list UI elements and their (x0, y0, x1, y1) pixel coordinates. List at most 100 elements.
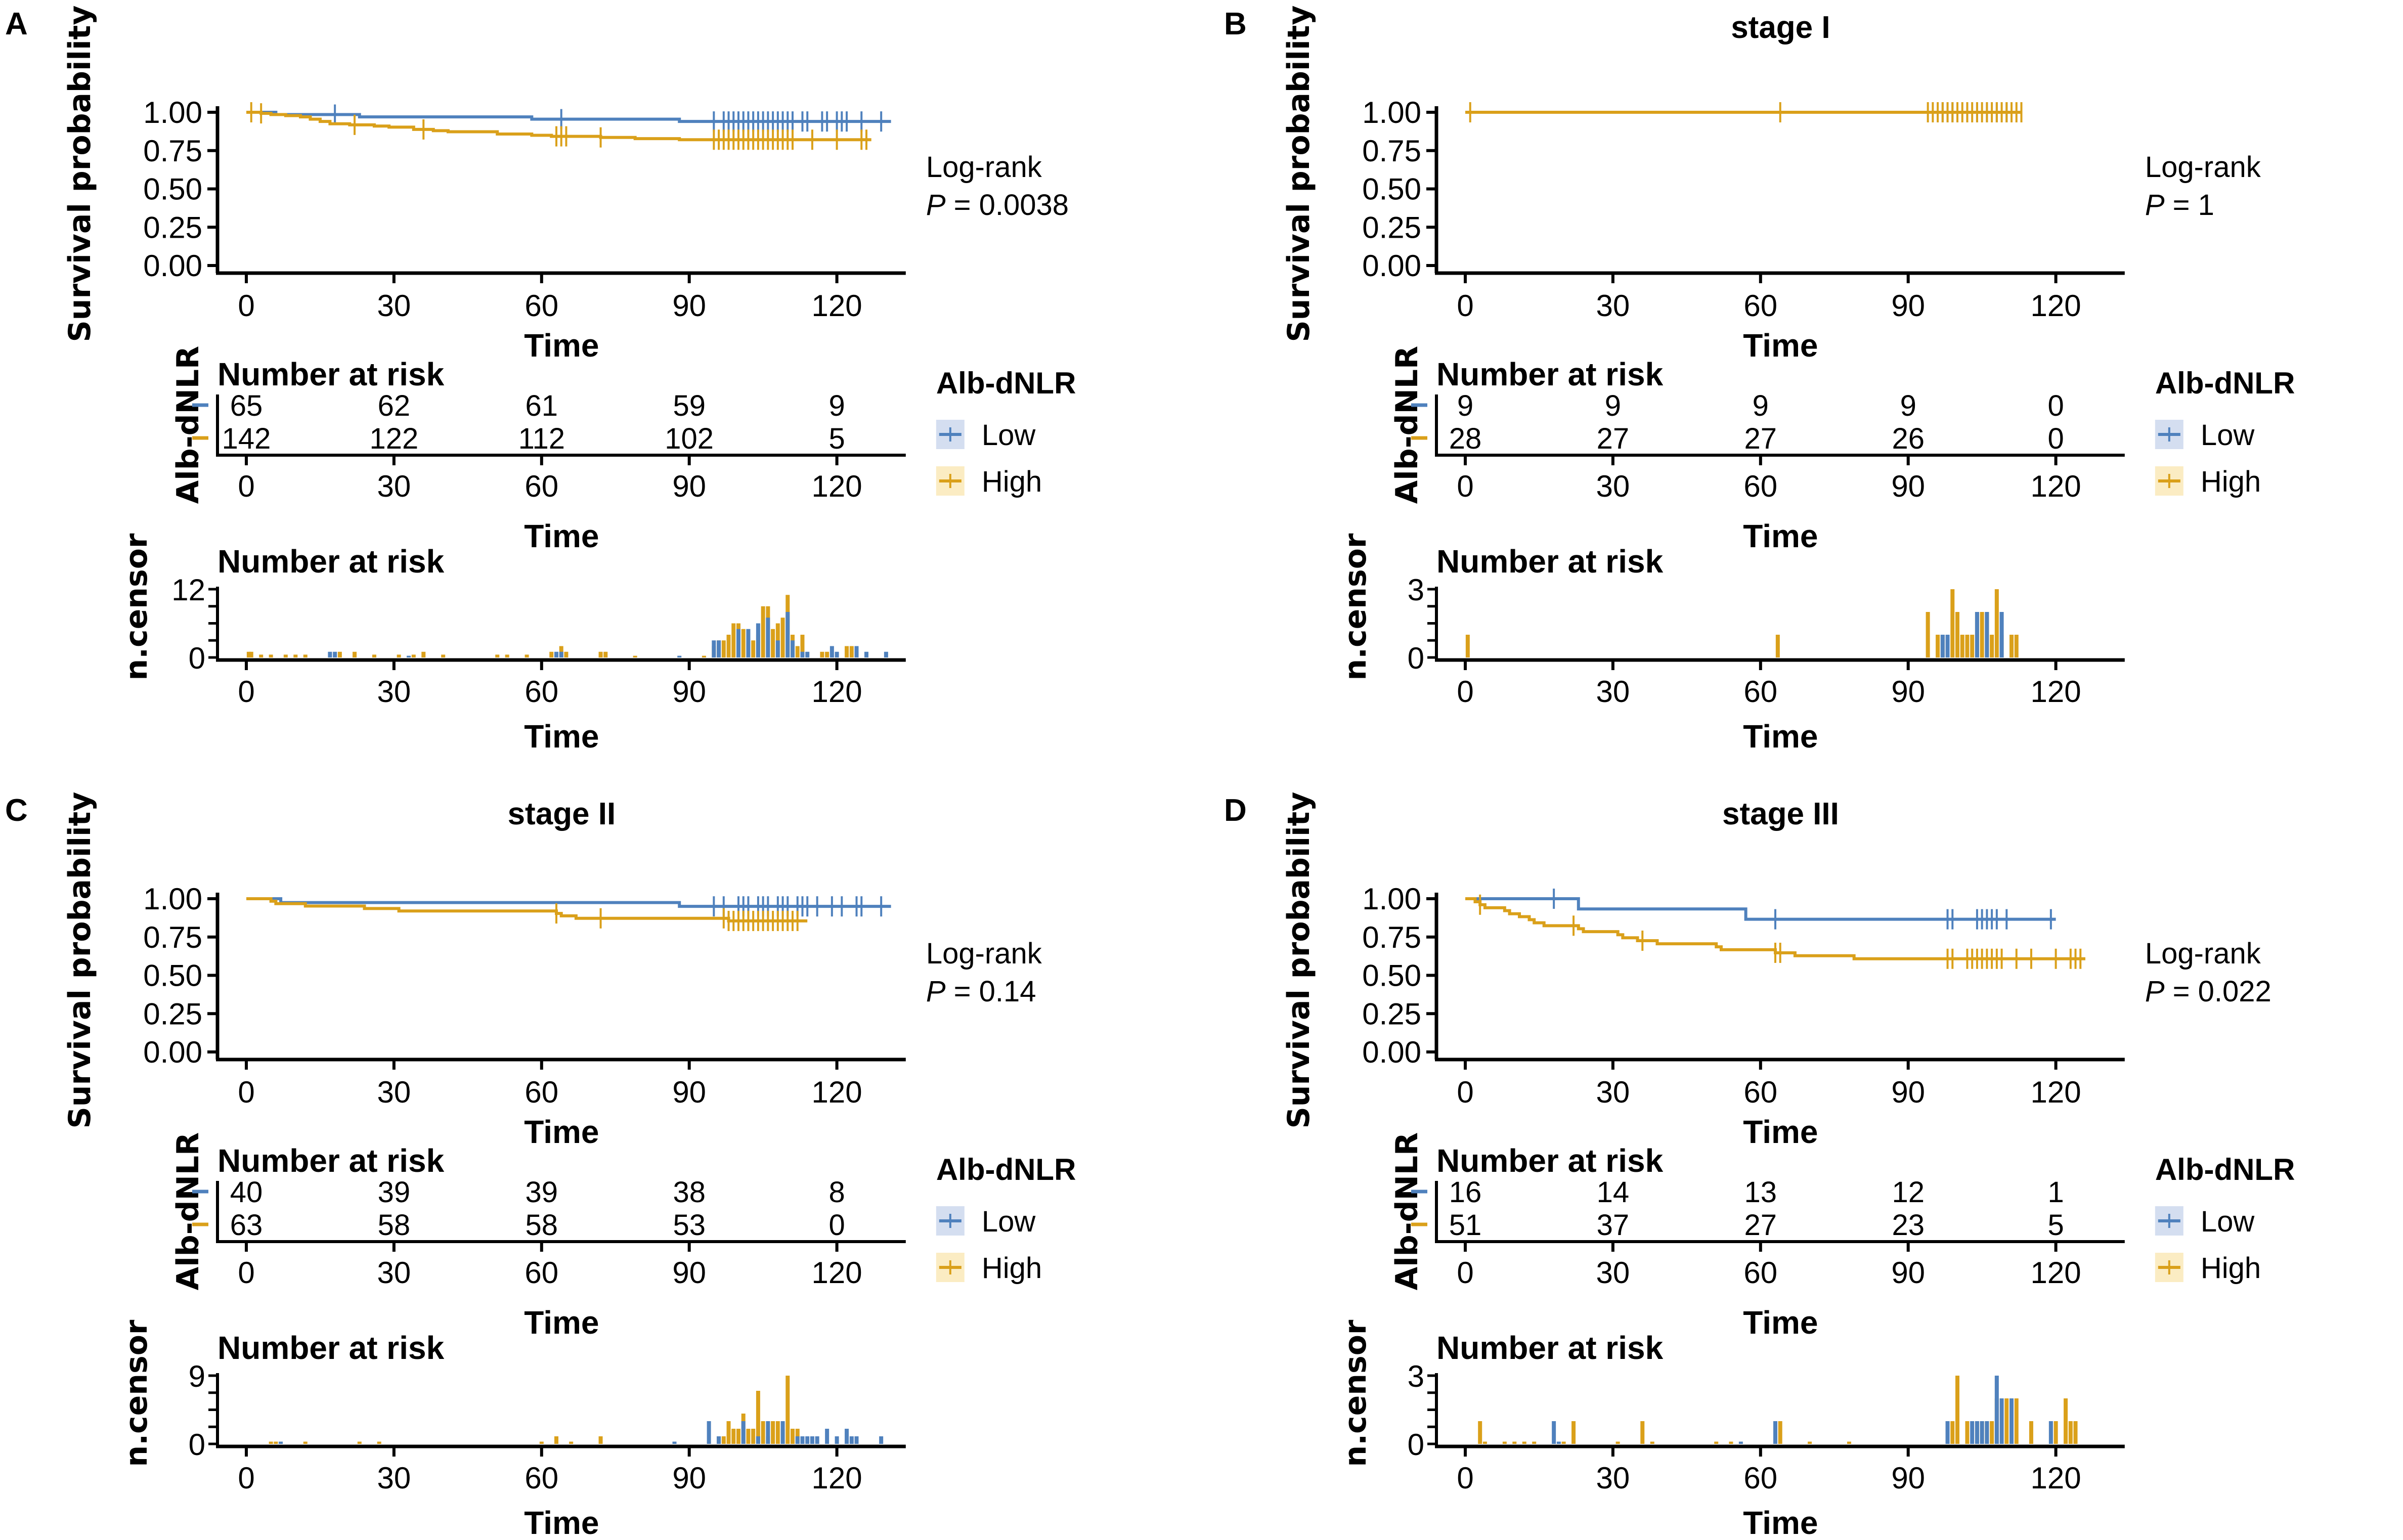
censor-bar-high (1990, 635, 1994, 657)
censor-bar-high (357, 1441, 362, 1444)
censor-bar-high (269, 654, 273, 657)
censor-bar-high (791, 1429, 795, 1444)
censor-bar-high (756, 1391, 760, 1444)
y-tick-label: 0.50 (1362, 172, 1421, 206)
censor-bar-low (1985, 1421, 1989, 1444)
x-tick-label: 60 (1743, 1075, 1777, 1109)
censor-bar-high (372, 654, 376, 657)
censor-bar-high (761, 1421, 765, 1444)
y-tick-label: 0.25 (1362, 997, 1421, 1031)
censor-bar-high (761, 606, 765, 657)
censor-bar-low (736, 629, 740, 657)
censor-bar-low (815, 1436, 819, 1444)
y-tick-label: 1.00 (143, 96, 202, 129)
risk-x-tick-label: 90 (672, 1256, 706, 1290)
x-tick-label: 60 (525, 1075, 558, 1109)
risk-x-tick-label: 30 (1596, 469, 1630, 503)
legend-key-low (936, 1206, 965, 1236)
censor-x-tick-label: 30 (377, 1461, 411, 1495)
censor-bar-low (854, 646, 859, 657)
censor-bar-high (441, 654, 446, 657)
censor-y-tick-label: 3 (1408, 573, 1424, 607)
risk-table-cell: 53 (673, 1209, 706, 1242)
risk-table-y-title: Alb-dNLR (170, 346, 206, 504)
censor-bar-high (411, 654, 416, 657)
y-tick-label: 0.00 (1362, 249, 1421, 283)
censor-bar-low (864, 651, 868, 657)
risk-table-cell: 38 (673, 1176, 706, 1209)
risk-x-axis-title: Time (524, 518, 599, 554)
x-axis-title: Time (524, 327, 599, 364)
censor-x-tick-label: 0 (238, 1461, 254, 1495)
censor-bar-high (2014, 1398, 2019, 1444)
legend-label-high: High (2201, 1252, 2261, 1285)
risk-x-tick-label: 120 (2031, 469, 2081, 503)
risk-table-cell: 102 (665, 422, 714, 455)
censor-bar-high (549, 651, 554, 657)
risk-x-tick-label: 60 (525, 469, 558, 503)
risk-table-cell: 9 (1900, 389, 1916, 422)
y-tick-label: 0.75 (1362, 134, 1421, 168)
censor-bar-high (771, 1421, 775, 1444)
risk-table-cell: 27 (1744, 1209, 1777, 1242)
censor-bar-high (721, 1436, 726, 1444)
censor-bar-low (825, 1429, 829, 1444)
censor-bar-low (884, 651, 888, 657)
legend-label-high: High (982, 1252, 1042, 1285)
censor-bar-high (1714, 1441, 1719, 1444)
risk-table-cell: 39 (378, 1176, 411, 1209)
censor-y-title: n.censor (119, 1319, 154, 1467)
risk-x-tick-label: 30 (1596, 1256, 1630, 1290)
censor-bar-high (1965, 1421, 1970, 1444)
panel-letter: D (1224, 793, 1247, 828)
censor-bar-low (333, 651, 337, 657)
censor-bar-low (1556, 1441, 1561, 1444)
censor-bar-high (751, 1429, 756, 1444)
censor-x-tick-label: 90 (672, 1461, 706, 1495)
censor-bar-high (1615, 1441, 1620, 1444)
risk-table-cell: 27 (1597, 422, 1630, 455)
y-axis-title: Survival probability (62, 6, 98, 342)
censor-x-tick-label: 90 (1891, 675, 1925, 709)
panel-a: A Survival probability 0.00 0.25 0.50 0.75 1.0… (5, 6, 1076, 755)
censor-bar-high (845, 646, 849, 657)
censor-bar-high (751, 640, 756, 657)
risk-table-cell: 9 (1605, 389, 1621, 422)
y-axis-title: Survival probability (1281, 792, 1317, 1129)
panel-letter: C (5, 793, 28, 828)
pvalue-value: = 1 (2165, 189, 2214, 222)
pvalue-method: Log-rank (926, 937, 1042, 970)
censor-bar-low (672, 1441, 677, 1444)
pvalue-text: P = 0.0038 (926, 189, 1069, 222)
censor-bar-high (246, 651, 251, 657)
pvalue-symbol: P (926, 975, 946, 1008)
censor-bar-low (800, 651, 805, 657)
risk-x-tick-label: 0 (238, 1256, 254, 1290)
survival-curve-high (246, 111, 871, 142)
censor-bar-high (2009, 635, 2014, 657)
pvalue-text: P = 0.022 (2145, 975, 2271, 1008)
censor-bar-high (771, 629, 775, 657)
risk-x-tick-label: 60 (525, 1256, 558, 1290)
censor-bar-low (879, 1436, 884, 1444)
risk-table-title: Number at risk (217, 356, 445, 392)
censor-bar-high (1729, 1441, 1733, 1444)
censor-plot-title: Number at risk (1436, 543, 1664, 580)
legend-title: Alb-dNLR (2155, 1153, 2295, 1186)
censor-bar-high (726, 635, 731, 657)
y-tick-label: 0.00 (143, 249, 202, 283)
pvalue-value: = 0.022 (2165, 975, 2271, 1008)
pvalue-value: = 0.0038 (946, 189, 1069, 222)
censor-bar-low (795, 1436, 800, 1444)
legend-key-high (2155, 1253, 2183, 1282)
censor-bar-low (805, 651, 810, 657)
censor-bar-high (249, 651, 253, 657)
censor-bar-low (854, 1436, 859, 1444)
censor-bar-high (1808, 1441, 1812, 1444)
panel-letter: B (1224, 7, 1247, 41)
risk-table-cell: 13 (1744, 1176, 1777, 1209)
censor-bar-high (598, 1436, 603, 1444)
censor-bar-low (766, 618, 770, 657)
